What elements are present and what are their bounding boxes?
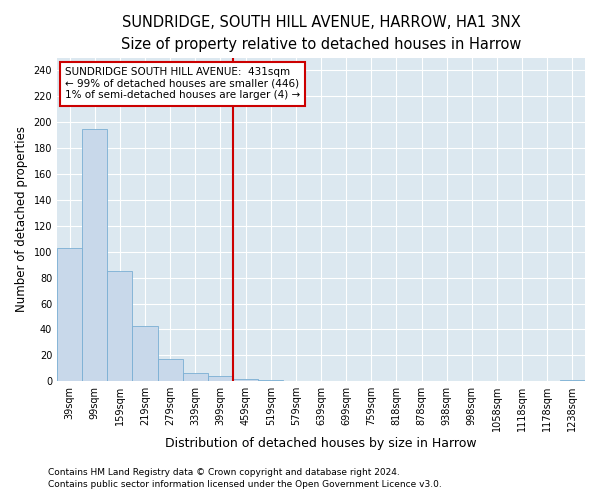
Text: Contains HM Land Registry data © Crown copyright and database right 2024.
Contai: Contains HM Land Registry data © Crown c… [48, 468, 442, 489]
Text: SUNDRIDGE SOUTH HILL AVENUE:  431sqm
← 99% of detached houses are smaller (446)
: SUNDRIDGE SOUTH HILL AVENUE: 431sqm ← 99… [65, 67, 300, 100]
Bar [133, 326, 158, 381]
Bar [258, 380, 283, 381]
Bar [82, 128, 107, 381]
Bar [107, 271, 133, 381]
Y-axis label: Number of detached properties: Number of detached properties [15, 126, 28, 312]
Bar [158, 359, 183, 381]
Bar [208, 376, 233, 381]
Title: SUNDRIDGE, SOUTH HILL AVENUE, HARROW, HA1 3NX
Size of property relative to detac: SUNDRIDGE, SOUTH HILL AVENUE, HARROW, HA… [121, 15, 521, 52]
Bar [233, 378, 258, 381]
Bar [183, 374, 208, 381]
X-axis label: Distribution of detached houses by size in Harrow: Distribution of detached houses by size … [165, 437, 477, 450]
Bar [57, 248, 82, 381]
Bar [560, 380, 585, 381]
